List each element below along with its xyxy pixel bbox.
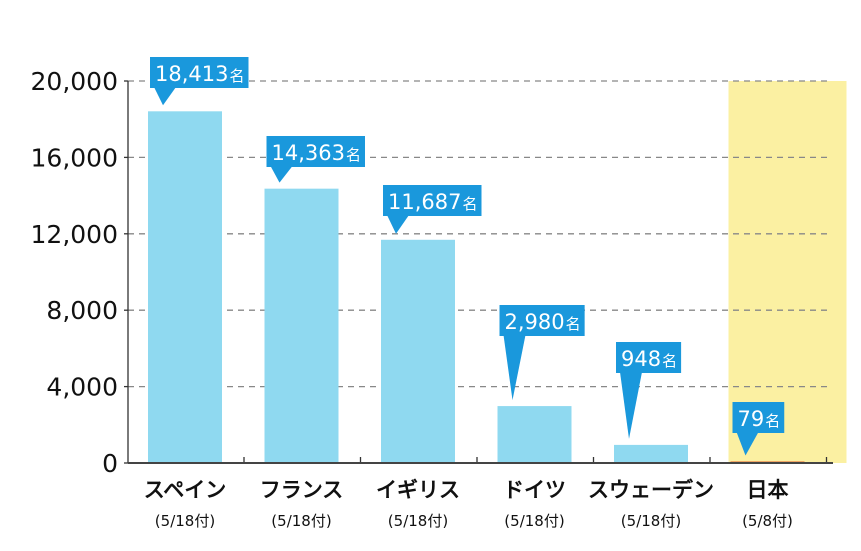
data-label-unit: 名	[662, 352, 677, 370]
category-date: (5/18付)	[388, 512, 448, 530]
y-tick-label: 8,000	[46, 296, 118, 325]
bar	[497, 406, 572, 463]
category-label: スウェーデン	[588, 478, 714, 502]
callout-pointer	[154, 87, 176, 106]
category-date: (5/18付)	[271, 512, 331, 530]
callout-box	[499, 305, 585, 336]
y-tick-label: 20,000	[31, 67, 118, 96]
data-label-callout: 14,363名	[266, 136, 365, 183]
bar	[264, 188, 339, 464]
category-label: フランス	[260, 478, 344, 502]
highlight-background	[728, 81, 847, 463]
data-label: 948名	[621, 347, 677, 371]
callout-pointer	[620, 372, 642, 439]
data-label-unit: 名	[346, 146, 361, 164]
data-label: 18,413名	[155, 62, 245, 86]
data-label-unit: 名	[462, 195, 477, 213]
callout-box	[266, 136, 365, 167]
callout-box	[616, 342, 682, 373]
data-label-unit: 名	[765, 412, 780, 430]
category-date: (5/18付)	[504, 512, 564, 530]
category-date: (5/18付)	[621, 512, 681, 530]
bar	[614, 444, 688, 463]
data-label-callout: 79名	[732, 402, 785, 456]
category-label: イギリス	[376, 478, 460, 502]
callout-pointer	[387, 215, 409, 234]
callout-box	[732, 402, 785, 433]
data-label-unit: 名	[566, 315, 581, 333]
category-label: スペイン	[144, 478, 227, 502]
callout-box	[383, 185, 482, 216]
bar	[381, 239, 455, 463]
y-tick-label: 16,000	[31, 143, 118, 172]
y-tick-label: 12,000	[31, 220, 118, 249]
category-date: (5/18付)	[155, 512, 215, 530]
y-tick-label: 4,000	[46, 373, 118, 402]
category-label: 日本	[747, 478, 789, 502]
category-date: (5/8付)	[742, 512, 793, 530]
y-tick-label: 0	[102, 449, 118, 478]
data-label-callout: 11,687名	[383, 185, 482, 234]
data-label-callout: 18,413名	[150, 57, 249, 106]
data-label-unit: 名	[229, 67, 244, 85]
callout-pointer	[736, 432, 759, 456]
callout-pointer	[503, 335, 526, 401]
callout-pointer	[270, 166, 293, 183]
callout-box	[150, 57, 249, 88]
data-label-callout: 2,980名	[499, 305, 585, 401]
category-label: ドイツ	[503, 478, 566, 502]
bar	[148, 111, 222, 463]
data-label-callout: 948名	[616, 342, 682, 439]
